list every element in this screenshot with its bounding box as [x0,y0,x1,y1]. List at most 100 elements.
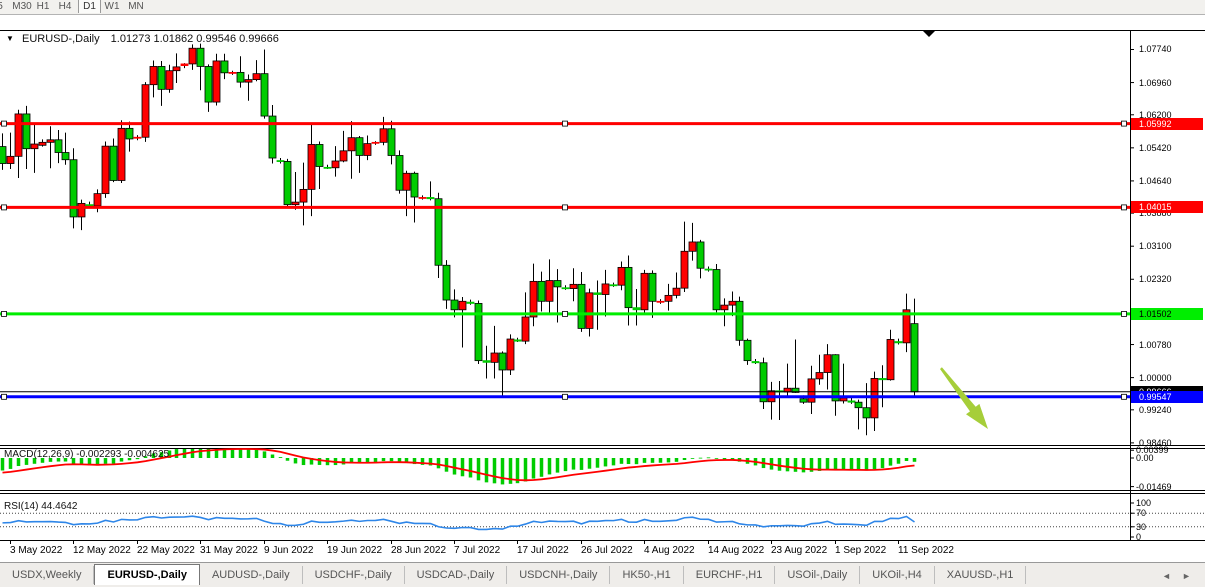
candle [268,105,277,164]
macd-histogram-bar [127,458,132,461]
macd-histogram-bar [40,458,45,463]
date-axis-label: 11 Sep 2022 [898,545,954,556]
candle [395,150,404,194]
macd-histogram-bar [864,458,869,471]
candle [894,338,903,345]
date-axis-label: 19 Jun 2022 [327,545,383,556]
chart-shift-icon[interactable] [923,31,935,37]
macd-histogram-bar [95,458,100,466]
macd-histogram-bar [32,458,37,464]
macd-histogram-bar [151,453,156,458]
period-button-d1[interactable]: D1 [78,0,101,13]
macd-histogram-bar [389,458,394,462]
symbol-tab-xauusd-[interactable]: XAUUSD-,H1 [935,566,1027,584]
macd-histogram-bar [0,458,5,471]
line-handle[interactable] [1,393,7,400]
candle [759,357,768,409]
symbol-tab-usdcad-[interactable]: USDCAD-,Daily [405,566,508,584]
candle [133,135,142,141]
symbol-tab-eurusd-[interactable]: EURUSD-,Daily [94,564,200,585]
date-axis-label: 31 May 2022 [200,545,258,556]
line-handle[interactable] [1,120,7,127]
macd-histogram-bar [24,458,29,465]
tabs-scroll-left-button[interactable]: ◄ [1162,571,1171,581]
symbol-dropdown-icon[interactable]: ▼ [6,34,14,43]
macd-histogram-bar [674,458,679,462]
line-handle[interactable] [1,204,7,211]
candle [886,329,895,381]
line-handle[interactable] [562,311,568,317]
macd-histogram-bar [690,458,695,459]
rsi-axis-label: 70 [1136,508,1147,519]
macd-histogram-bar [103,458,108,464]
macd-histogram-bar [793,458,798,472]
candle [402,170,411,217]
line-handle[interactable] [562,204,568,211]
macd-histogram-bar [293,458,298,464]
macd-histogram-bar [246,449,251,458]
candle [696,239,705,279]
macd-histogram-bar [666,458,671,463]
macd-histogram-bar [206,449,211,458]
macd-histogram-bar [492,458,497,484]
period-button-h1[interactable]: H1 [36,1,50,12]
period-button-h4[interactable]: H4 [58,1,72,12]
macd-histogram-bar [619,458,624,464]
period-button-m30[interactable]: M30 [12,1,32,12]
macd-histogram-bar [309,458,314,465]
price-axis-label: 1.00000 [1139,372,1172,383]
symbol-tab-usdx[interactable]: USDX,Weekly [0,566,95,584]
macd-histogram-bar [571,458,576,470]
symbol-tab-eurchf-[interactable]: EURCHF-,H1 [684,566,776,584]
price-axis-label: 1.05420 [1139,142,1172,153]
price-axis-label: 1.03100 [1139,241,1172,252]
symbol-tab-usoil-[interactable]: USOil-,Daily [775,566,861,584]
macd-histogram-bar [357,458,362,464]
candle [656,299,665,304]
macd-histogram-bar [428,458,433,466]
macd-histogram-bar [254,449,259,458]
candle [418,195,427,200]
period-button-mn[interactable]: MN [128,1,144,12]
candle [220,53,229,80]
symbol-tab-audusd-[interactable]: AUDUSD-,Daily [200,566,303,584]
symbol-tab-ukoil-[interactable]: UKOil-,H4 [860,566,935,584]
symbol-tab-usdcnh-[interactable]: USDCNH-,Daily [507,566,611,584]
symbol-tab-bar: USDX,Weekly EURUSD-,Daily AUDUSD-,Daily USD… [0,562,1205,587]
date-axis-label: 22 May 2022 [137,545,195,556]
candle [878,365,887,408]
tabs-scroll-right-button[interactable]: ► [1182,571,1191,581]
candle [14,109,23,178]
macd-histogram-bar [849,458,854,471]
hline-price-label: 1.01502 [1131,307,1203,320]
line-handle[interactable] [562,120,568,127]
symbol-tab-hk50-[interactable]: HK50-,H1 [610,566,684,584]
line-handle[interactable] [1121,120,1127,127]
macd-histogram-bar [135,458,140,460]
date-axis-label: 4 Aug 2022 [644,545,695,556]
macd-histogram-bar [262,451,267,458]
macd-histogram-bar [436,458,441,469]
macd-indicator-label: MACD(12,26,9) -0.002293 -0.004625 [4,449,170,460]
period-button-5[interactable]: 5 [0,0,9,13]
macd-histogram-bar [856,458,861,471]
line-handle[interactable] [1121,204,1127,211]
candle [569,268,578,302]
macd-histogram-bar [484,458,489,483]
macd-axis-label: 0.00 [1136,453,1154,463]
line-handle[interactable] [562,393,568,400]
line-handle[interactable] [1,311,7,317]
line-handle[interactable] [1121,393,1127,400]
trend-arrow-annotation[interactable] [940,367,988,429]
candle [0,133,7,170]
period-button-w1[interactable]: W1 [104,1,120,12]
candle [862,383,871,436]
symbol-tab-usdchf-[interactable]: USDCHF-,Daily [303,566,405,584]
macd-signal-line [2,448,915,482]
candle [61,132,70,165]
macd-histogram-bar [508,458,513,484]
line-handle[interactable] [1121,311,1127,317]
macd-axis-label: -0.01469 [1136,481,1172,492]
candle [490,325,499,379]
